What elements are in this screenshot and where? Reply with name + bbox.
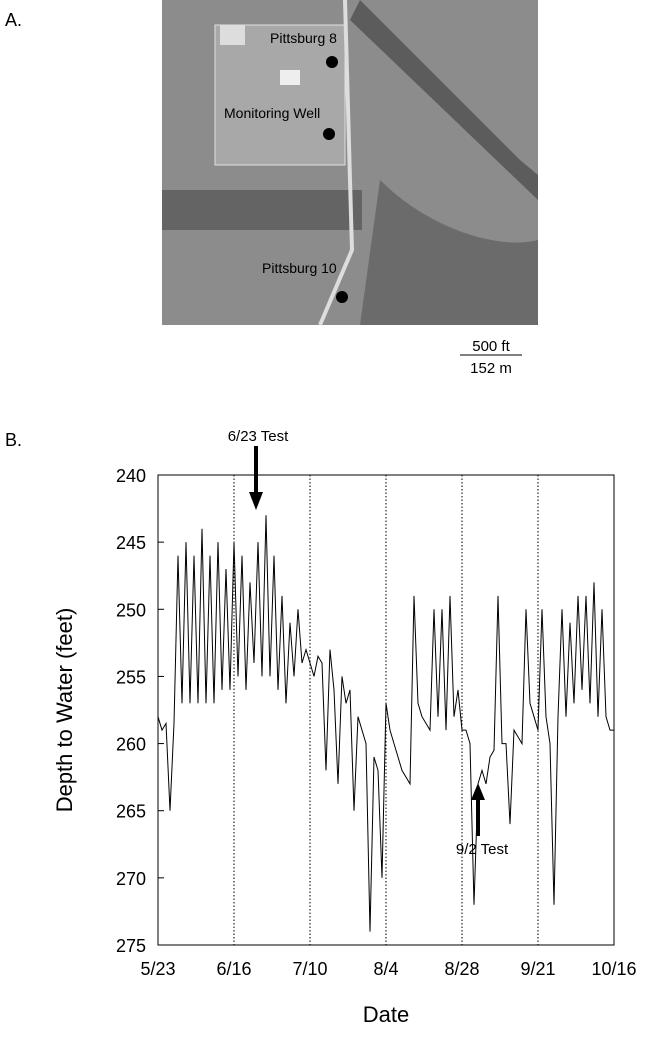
y-tick-label: 270 (116, 869, 146, 889)
site-label: Monitoring Well (224, 105, 320, 121)
y-tick-label: 275 (116, 936, 146, 956)
y-tick-label: 250 (116, 600, 146, 620)
plot-frame (157, 474, 615, 946)
panel-label: A. (5, 10, 22, 30)
aerial-photo (162, 0, 538, 326)
x-tick-label: 9/21 (520, 959, 555, 979)
scale-label: 152 m (470, 360, 512, 377)
y-tick-label: 260 (116, 735, 146, 755)
y-tick-label: 245 (116, 533, 146, 553)
x-tick-label: 10/16 (591, 959, 636, 979)
panel-label: B. (5, 430, 22, 450)
scale-label: 500 ft (472, 338, 510, 355)
x-tick-label: 8/28 (444, 959, 479, 979)
site-label: Pittsburg 8 (270, 30, 337, 46)
x-tick-label: 5/23 (140, 959, 175, 979)
arrow (249, 446, 485, 836)
y-tick-label: 255 (116, 667, 146, 687)
well-dot (323, 128, 335, 140)
site-label: Pittsburg 10 (262, 260, 337, 276)
water-level-line (157, 515, 614, 932)
x-tick-label: 8/4 (373, 959, 398, 979)
well-dot (336, 291, 348, 303)
y-axis-label: Depth to Water (feet) (52, 608, 77, 813)
x-axis-label: Date (363, 1002, 409, 1027)
y-tick-label: 265 (116, 802, 146, 822)
x-tick-label: 6/16 (216, 959, 251, 979)
annotation: 9/2 Test (456, 841, 509, 858)
well-dot (326, 56, 338, 68)
y-tick-label: 240 (116, 466, 146, 486)
annotation: 6/23 Test (228, 428, 289, 445)
x-tick-label: 7/10 (292, 959, 327, 979)
